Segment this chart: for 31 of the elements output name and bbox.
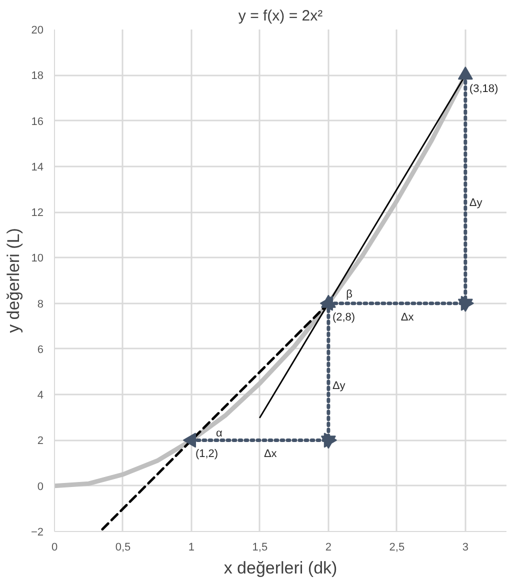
y-tick-label: 14 [31, 161, 44, 174]
x-tick-label: 2,5 [389, 542, 405, 554]
x-tick-label: 3 [462, 542, 468, 554]
y-tick-label: 10 [31, 252, 44, 265]
y-tick-label: 20 [31, 24, 44, 36]
annotation: (1,2) [195, 448, 218, 460]
chart-title: y = f(x) = 2x² [238, 8, 323, 24]
y-tick-label: −2 [30, 526, 44, 538]
annotation: Δy [332, 380, 346, 392]
y-axis-title: y değerleri (L) [4, 228, 23, 333]
x-tick-label: 0 [51, 542, 58, 554]
x-axis-title: x değerleri (dk) [224, 558, 338, 578]
y-tick-label: 2 [37, 435, 44, 448]
y-tick-label: 8 [37, 298, 44, 310]
y-tick-label: 6 [37, 344, 44, 356]
x-tick-label: 1,5 [252, 542, 268, 554]
annotation: (2,8) [332, 311, 356, 324]
x-tick-label: 2 [325, 542, 332, 554]
y-tick-label: 12 [31, 207, 44, 220]
y-tick-label: 16 [31, 116, 44, 128]
annotation: Δy [469, 197, 483, 210]
y-tick-label: 4 [37, 390, 44, 402]
annotation: β [346, 288, 352, 300]
y-tick-label: 18 [31, 70, 44, 82]
annotation: Δx [400, 311, 414, 324]
annotation: (3,18) [469, 83, 498, 96]
annotation: α [216, 428, 224, 440]
x-tick-label: 0,5 [115, 542, 131, 554]
x-tick-label: 1 [188, 542, 195, 554]
y-tick-label: 0 [37, 480, 44, 493]
annotation: Δx [264, 448, 278, 460]
